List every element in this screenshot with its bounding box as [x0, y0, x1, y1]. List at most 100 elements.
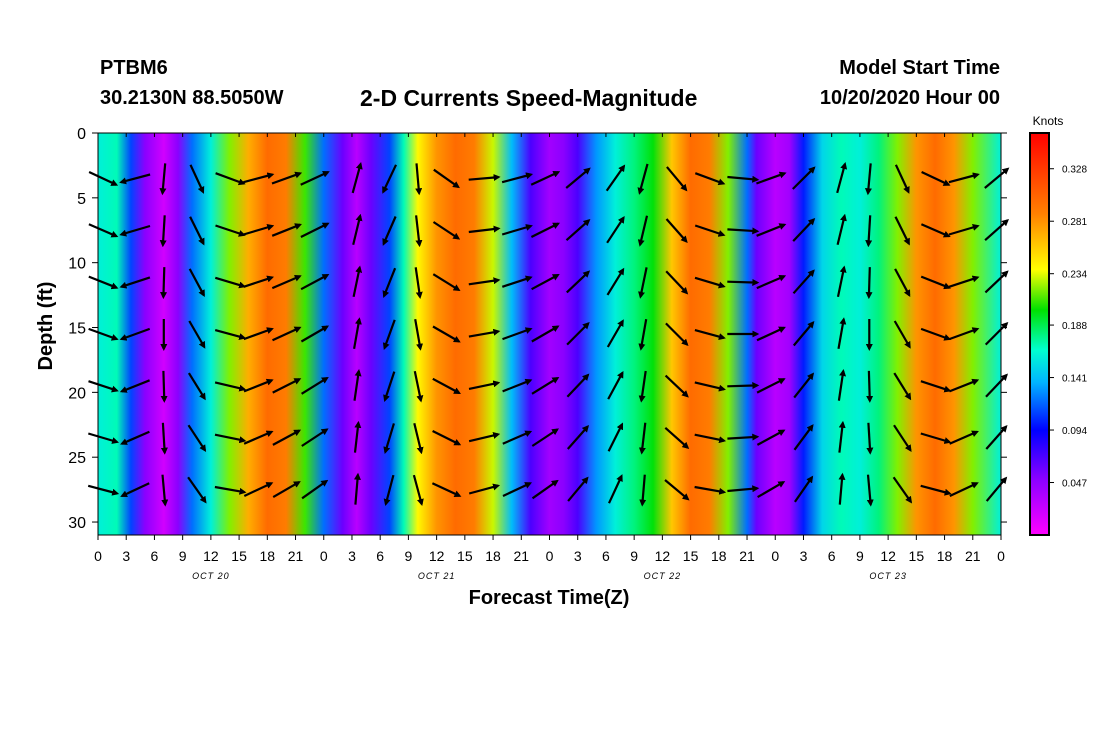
current-vector — [188, 320, 206, 349]
current-vector — [531, 428, 559, 447]
x-tick-label: 9 — [179, 548, 187, 564]
current-vector — [119, 224, 151, 237]
current-vector — [271, 274, 302, 290]
current-vector — [893, 372, 912, 401]
current-vector — [892, 476, 913, 504]
current-vectors — [87, 161, 1010, 507]
x-tick-label: 9 — [856, 548, 864, 564]
current-vector — [531, 274, 560, 291]
current-vector — [756, 171, 787, 185]
day-label: OCT 23 — [869, 571, 907, 581]
current-vector — [352, 213, 363, 246]
x-tick-label: 15 — [683, 548, 699, 564]
current-vector — [566, 373, 590, 398]
current-vector — [607, 370, 624, 400]
current-vector — [665, 218, 688, 243]
current-vector — [606, 267, 625, 296]
current-vector — [502, 482, 533, 497]
current-vector — [501, 224, 533, 236]
current-vector — [948, 378, 980, 393]
current-vector — [664, 479, 690, 501]
current-vector — [985, 373, 1008, 398]
colorbar-tick-label: 0.234 — [1062, 270, 1087, 281]
current-vector — [414, 319, 423, 351]
current-vector — [920, 432, 952, 444]
current-vector — [756, 326, 786, 342]
colorbar-label: Knots — [1033, 114, 1064, 128]
current-vector — [727, 382, 760, 390]
current-vector — [501, 172, 534, 184]
current-vector — [866, 370, 874, 403]
current-vector — [468, 328, 501, 338]
current-vector — [468, 432, 501, 443]
current-vector — [920, 223, 951, 238]
current-vector — [161, 474, 169, 507]
current-vector — [272, 326, 302, 342]
current-vector — [272, 429, 302, 446]
current-vector — [948, 327, 980, 341]
current-vector — [756, 274, 787, 290]
current-vector — [606, 216, 625, 244]
x-axis-label: Forecast Time(Z) — [469, 587, 630, 609]
current-vector — [88, 380, 119, 393]
current-vector — [838, 472, 846, 505]
current-vector — [727, 485, 760, 493]
x-axis: 0 3 6 9 12 15 18 21 0 3 6 9 12 15 18 21 0 3 6 9 12 15 18 21 0 3 6 9… — [94, 133, 1005, 564]
current-vector — [119, 327, 151, 341]
x-tick-label: 9 — [630, 548, 638, 564]
current-vector — [639, 474, 647, 507]
current-vector — [894, 164, 910, 194]
current-vector — [120, 482, 150, 498]
x-tick-label: 18 — [937, 548, 953, 564]
current-vector — [637, 163, 649, 195]
x-tick-label: 3 — [574, 548, 582, 564]
current-vector — [383, 474, 395, 507]
x-tick-label: 12 — [203, 548, 219, 564]
current-vector — [160, 370, 168, 403]
current-vector — [119, 173, 151, 185]
current-vector — [837, 369, 847, 401]
current-vector — [565, 167, 591, 189]
current-vector — [301, 376, 329, 395]
current-vector — [865, 267, 873, 300]
current-vector — [300, 325, 330, 343]
x-tick-label: 15 — [909, 548, 925, 564]
x-tick-label: 0 — [94, 548, 102, 564]
current-vector — [793, 475, 814, 503]
current-vector — [985, 425, 1008, 450]
current-vector — [949, 482, 979, 497]
current-vector — [893, 424, 912, 452]
current-vector — [948, 224, 980, 236]
colorbar-tick-label: 0.188 — [1062, 321, 1087, 332]
model-start-label: Model Start Time — [839, 57, 1000, 79]
y-tick-label: 15 — [68, 321, 86, 338]
current-vector — [468, 483, 501, 495]
current-vector — [756, 223, 787, 237]
current-vector — [664, 426, 690, 450]
current-vector — [415, 163, 423, 196]
current-vector — [727, 227, 760, 235]
current-vector — [606, 319, 624, 348]
colorbar — [1029, 132, 1050, 536]
x-tick-label: 3 — [800, 548, 808, 564]
current-vector — [382, 267, 397, 298]
x-tick-label: 21 — [513, 548, 529, 564]
x-tick-label: 18 — [260, 548, 276, 564]
current-vector — [984, 270, 1009, 294]
current-vector — [793, 424, 814, 451]
current-vector — [566, 321, 590, 346]
current-vector — [694, 381, 726, 392]
current-vector — [413, 370, 424, 403]
current-vector — [432, 430, 462, 446]
current-vector — [214, 485, 247, 495]
current-vector — [188, 268, 205, 298]
y-axis: 0 5 10 15 20 25 30 — [68, 126, 1007, 532]
current-vector — [214, 329, 247, 340]
current-vector — [412, 474, 424, 507]
station-coordinates: 30.2130N 88.5050W — [100, 87, 284, 109]
day-labels: OCT 20 OCT 21 OCT 22 OCT 23 — [192, 571, 907, 581]
current-vector — [351, 161, 363, 194]
current-vector — [949, 430, 979, 445]
current-vector — [243, 482, 274, 497]
current-vector — [531, 325, 560, 343]
